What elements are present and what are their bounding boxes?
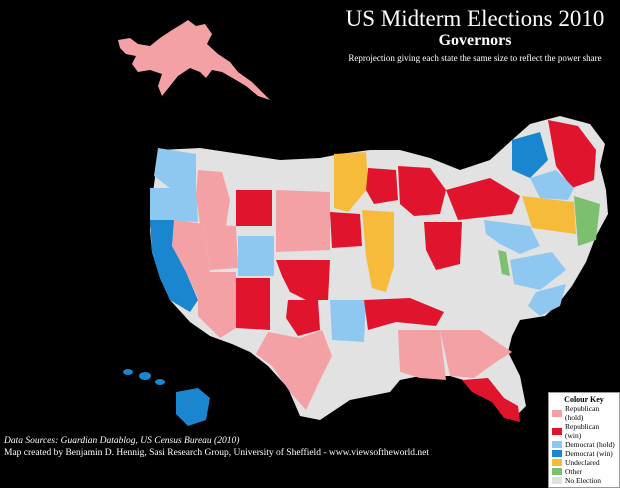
map-subtitle: Governors <box>438 32 512 49</box>
region-washington <box>154 148 196 188</box>
region-rhode-island <box>574 196 600 246</box>
region-delaware <box>510 252 566 290</box>
legend-label: Democrat (win) <box>565 449 613 458</box>
region-hawaii-4 <box>176 388 210 426</box>
region-alaska <box>118 20 270 100</box>
region-new-york <box>512 132 548 178</box>
region-idaho <box>196 170 230 226</box>
region-utah <box>204 224 238 270</box>
region-wisconsin <box>366 168 398 204</box>
legend-title: Colour Key <box>564 395 604 404</box>
region-michigan <box>398 166 446 216</box>
region-new-england <box>530 170 574 200</box>
legend-swatch <box>552 427 562 435</box>
legend-swatch <box>552 450 562 457</box>
legend-swatch <box>552 468 562 475</box>
legend-item: Republican (hold) <box>552 404 616 422</box>
region-hawaii-3 <box>155 379 165 385</box>
region-oklahoma <box>276 260 330 300</box>
colour-key: Colour Key Republican (hold) Republican … <box>548 392 620 488</box>
legend-swatch <box>552 459 562 466</box>
legend-item: Republican (win) <box>552 422 616 440</box>
legend-item: No Election <box>552 476 616 485</box>
cartogram-map <box>118 20 608 426</box>
data-sources: Data Sources: Guardian Datablog, US Cens… <box>4 436 240 446</box>
legend-item: Undeclared <box>552 458 616 467</box>
region-iowa <box>330 212 362 248</box>
region-connecticut <box>522 196 576 234</box>
legend-label: Other <box>565 467 583 476</box>
legend-label: Undeclared <box>565 458 600 467</box>
region-minnesota <box>334 152 368 212</box>
legend-label: Republican (win) <box>565 422 600 440</box>
region-virginia-strip <box>498 250 510 276</box>
region-new-jersey <box>528 284 566 316</box>
region-new-mexico <box>236 278 270 330</box>
credits: Data Sources: Guardian Datablog, US Cens… <box>4 435 429 459</box>
legend-label: No Election <box>565 476 602 485</box>
legend-swatch <box>552 477 562 484</box>
region-hawaii-2 <box>139 372 151 380</box>
legend-swatch <box>552 441 562 448</box>
region-wyoming <box>236 190 272 226</box>
legend-label: Republican (hold) <box>565 404 600 422</box>
region-arkansas <box>330 300 366 342</box>
region-tennessee <box>364 298 444 330</box>
legend-label: Democrat (hold) <box>565 440 615 449</box>
region-pennsylvania <box>446 178 520 220</box>
region-south-dakota <box>276 190 330 252</box>
region-texas <box>256 330 332 410</box>
region-florida <box>462 378 520 422</box>
region-california <box>150 220 198 312</box>
legend-item: Democrat (win) <box>552 449 616 458</box>
map-title: US Midterm Elections 2010 <box>345 6 605 31</box>
region-maryland <box>484 220 540 254</box>
region-oklahoma-south <box>286 300 320 336</box>
projection-note: Reprojection giving each state the same … <box>348 53 602 63</box>
region-maine <box>548 120 596 188</box>
legend-swatch <box>552 409 562 417</box>
legend-item: Other <box>552 467 616 476</box>
region-oregon <box>150 188 198 222</box>
region-colorado <box>238 236 274 276</box>
author-credit: Map created by Benjamin D. Hennig, Sasi … <box>4 448 430 458</box>
legend-item: Democrat (hold) <box>552 440 616 449</box>
region-ohio <box>424 222 462 270</box>
region-georgia <box>440 330 512 378</box>
region-hawaii-1 <box>123 369 133 375</box>
region-alabama <box>398 330 446 380</box>
region-illinois <box>362 210 394 292</box>
region-arizona <box>198 272 236 338</box>
